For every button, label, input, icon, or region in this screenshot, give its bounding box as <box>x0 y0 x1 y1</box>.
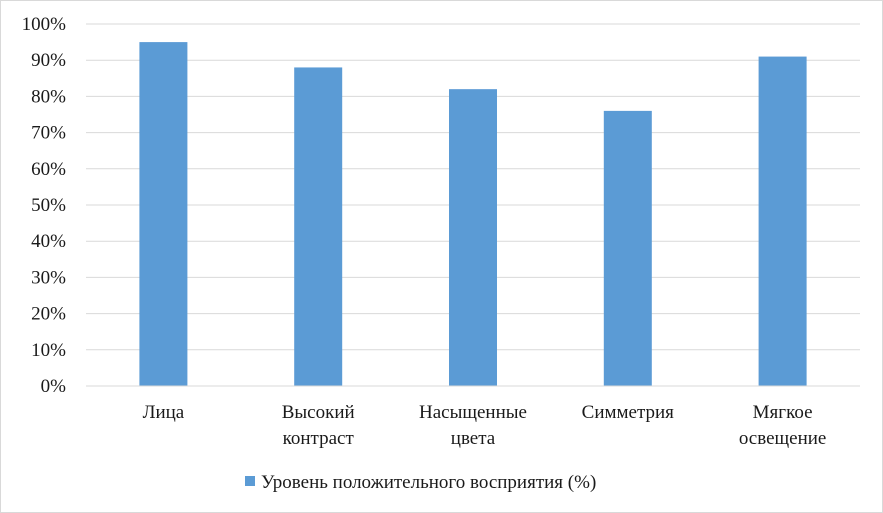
bar <box>758 56 807 387</box>
legend-label: Уровень положительного восприятия (%) <box>261 472 596 493</box>
bar <box>449 89 497 386</box>
x-category-label: Мягкое освещение <box>739 402 827 449</box>
y-tick-label: 10% <box>31 340 66 361</box>
y-tick-label: 80% <box>31 86 66 107</box>
y-tick-label: 30% <box>31 267 66 288</box>
x-category-label-line: освещение <box>739 428 827 449</box>
bar <box>294 67 343 386</box>
x-category-label: Насыщенные цвета <box>419 402 527 449</box>
y-tick-label: 0% <box>41 376 67 397</box>
y-axis-tick-labels: 0% 10% 20% 30% 40% 50% 60% 70% 80% 90% 100% <box>22 14 67 397</box>
y-tick-label: 40% <box>31 231 66 252</box>
x-category-label-line: Насыщенные <box>419 402 527 423</box>
x-axis-category-labels: Лица Высокий контраст Насыщенные цвета Симмет… <box>143 402 827 449</box>
bar <box>603 110 652 386</box>
x-category-label-line: цвета <box>451 428 496 449</box>
y-tick-label: 20% <box>31 304 66 325</box>
x-category-label: Высокий контраст <box>282 402 355 449</box>
legend-swatch <box>245 476 255 486</box>
x-category-label-line: Высокий <box>282 402 355 423</box>
x-category-label-line: контраст <box>283 428 355 449</box>
y-tick-label: 90% <box>31 50 66 71</box>
bar <box>139 42 188 386</box>
x-category-label: Лица <box>143 402 185 423</box>
y-tick-label: 60% <box>31 159 66 180</box>
legend: Уровень положительного восприятия (%) <box>245 472 596 493</box>
x-category-label-line: Симметрия <box>582 402 675 423</box>
bars <box>139 42 807 387</box>
y-tick-label: 70% <box>31 123 66 144</box>
x-category-label-line: Лица <box>143 402 185 423</box>
x-category-label: Симметрия <box>582 402 675 423</box>
y-tick-label: 100% <box>22 14 67 35</box>
y-tick-label: 50% <box>31 195 66 216</box>
x-category-label-line: Мягкое <box>753 402 813 423</box>
